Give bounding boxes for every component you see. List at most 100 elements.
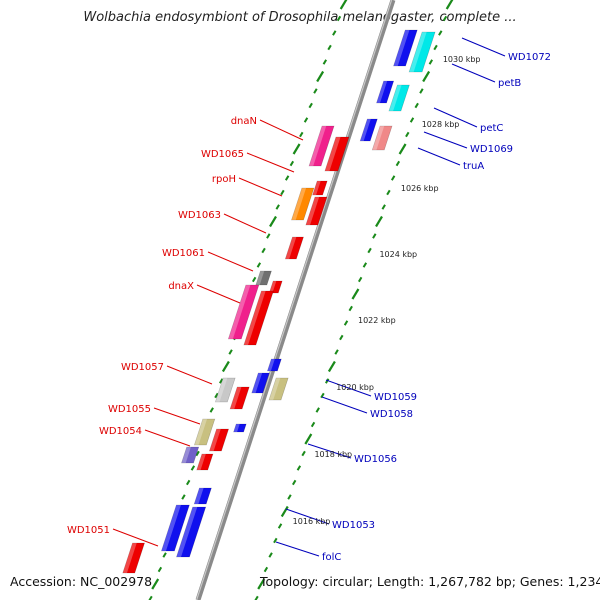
topology-text: Topology: circular; Length: 1,267,782 bp… (260, 574, 600, 589)
outer-ruler-tick (362, 262, 368, 268)
ruler-kbp-label: 1028 kbp (422, 120, 460, 129)
inner-ruler-tick (289, 160, 295, 167)
outer-ruler-tick (405, 131, 410, 138)
inner-ruler-tick (162, 552, 167, 558)
backbone-line (195, 0, 396, 600)
outer-ruler-tick (327, 360, 336, 373)
gene-block (233, 423, 247, 433)
leader-line (223, 213, 267, 234)
outer-ruler-tick (372, 233, 377, 239)
outer-ruler-tick (320, 392, 325, 399)
ruler-kbp-label: 1024 kbp (379, 250, 417, 259)
leader-line (196, 284, 241, 304)
outer-ruler-tick (438, 30, 443, 36)
leader-line (423, 131, 468, 149)
gene-block (291, 187, 315, 221)
ruler-scale-labels: 1016 kbp 1018 kbp 1020 kbp 1022 kbp 1024 kbp… (293, 55, 481, 526)
gene-block (193, 487, 212, 505)
leader-line (238, 177, 283, 197)
right-gene-label: truA (463, 161, 484, 172)
gene-block (227, 284, 260, 340)
outer-ruler-tick (292, 479, 297, 486)
outer-ruler-tick (428, 59, 434, 65)
inner-ruler-tick (181, 494, 186, 500)
outer-ruler-tick (287, 494, 292, 500)
outer-ruler-tick (310, 421, 316, 428)
ruler-kbp-label: 1026 kbp (401, 184, 439, 193)
outer-ruler-tick (367, 247, 372, 254)
outer-ruler-tick (419, 88, 424, 94)
gene-block (267, 358, 282, 372)
label-leader-lines (112, 37, 506, 557)
leader-line (307, 443, 352, 459)
outer-ruler-tick (409, 117, 415, 123)
inner-ruler-tick (327, 44, 332, 51)
left-gene-label: dnaN (231, 116, 257, 127)
inner-ruler-tick (269, 215, 277, 228)
ruler-kbp-label: 1030 kbp (443, 55, 481, 64)
inner-ruler-tick (218, 378, 224, 384)
inner-ruler-tick (332, 30, 337, 36)
leader-line (275, 541, 320, 557)
outer-ruler-tick (381, 204, 386, 210)
inner-ruler-tick (157, 566, 163, 573)
outer-ruler-tick (390, 175, 396, 181)
inner-ruler-tick (336, 15, 342, 22)
inner-ruler-tick (266, 233, 271, 239)
gene-labels: dnaN WD1065 rpoH WD1063 WD1061 dnaX WD1057 WD10… (67, 52, 551, 563)
gene-block (243, 290, 274, 346)
outer-ruler-tick (254, 595, 259, 600)
inner-ruler-tick (280, 189, 285, 196)
outer-ruler-tick (296, 465, 302, 471)
outer-ruler-tick (386, 189, 391, 196)
inner-ruler-tick (261, 247, 266, 254)
outer-ruler-tick (348, 305, 353, 312)
outer-ruler-tick (324, 378, 330, 384)
left-gene-label: WD1055 (108, 404, 151, 415)
right-gene-label: WD1053 (332, 520, 375, 531)
inner-ruler-tick (292, 143, 301, 155)
outer-ruler-tick (273, 537, 278, 544)
leader-line (144, 429, 191, 447)
gene-block (181, 446, 200, 464)
leader-line (451, 63, 496, 83)
right-gene-label: WD1069 (470, 144, 513, 155)
leader-line (321, 396, 368, 414)
right-gene-label: WD1072 (508, 52, 551, 63)
inner-ruler-tick (313, 88, 318, 94)
left-gene-label: dnaX (168, 281, 194, 292)
ruler-kbp-label: 1022 kbp (358, 316, 396, 325)
inner-ruler-tick (209, 407, 214, 413)
inner-ruler-tick (299, 131, 304, 138)
gene-block (161, 504, 190, 552)
inner-ruler-tick (151, 578, 160, 590)
right-gene-label: WD1056 (354, 454, 397, 465)
outer-ruler-tick (257, 578, 266, 590)
outer-ruler-tick (334, 349, 339, 355)
outer-ruler-tick (422, 70, 431, 83)
inner-ruler-tick (275, 204, 280, 210)
gene-block (176, 506, 207, 558)
left-gene-label: WD1054 (99, 426, 142, 437)
leader-line (259, 119, 304, 141)
inner-ruler-tick (308, 102, 313, 109)
gene-block (196, 453, 214, 471)
leader-line (153, 407, 201, 425)
left-gene-label: rpoH (212, 174, 236, 185)
inner-ruler-tick (214, 392, 219, 399)
outer-ruler-tick (301, 450, 306, 457)
outer-ruler-tick (277, 523, 283, 529)
outer-ruler-tick (445, 0, 454, 10)
gene-block (193, 418, 216, 446)
gene-block (393, 29, 418, 67)
gene-block (214, 377, 236, 403)
gene-block (268, 280, 283, 294)
gene-block (371, 125, 393, 151)
inner-ruler-tick (195, 450, 200, 457)
gene-features (122, 29, 436, 574)
inner-ruler-tick (190, 465, 196, 471)
outer-ruler-tick (343, 320, 349, 326)
inner-ruler-tick (339, 0, 348, 10)
right-gene-label: petB (498, 78, 521, 89)
